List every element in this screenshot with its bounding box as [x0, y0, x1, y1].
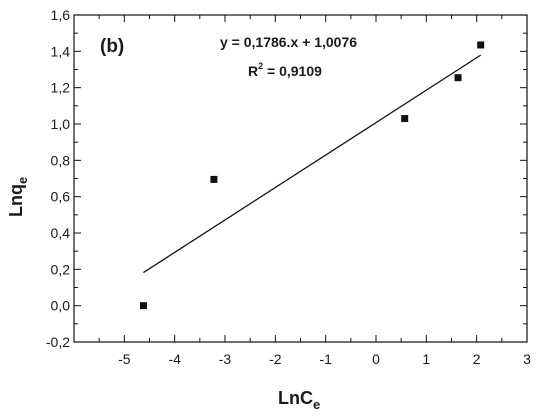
- y-tick-label: 0,6: [51, 189, 71, 205]
- data-point: [454, 74, 462, 82]
- y-axis-title: Lnqe: [6, 177, 30, 217]
- x-tick-label: -2: [269, 351, 282, 367]
- x-axis-title: LnCe: [278, 388, 320, 412]
- y-tick-label: 1,6: [51, 7, 71, 23]
- r-squared-value: = 0,9109: [263, 63, 322, 79]
- y-tick-label: 0,8: [51, 152, 71, 168]
- fit-equation: y = 0,1786.x + 1,0076: [220, 34, 357, 50]
- x-axis-title-main: LnC: [278, 388, 313, 408]
- data-point: [477, 41, 485, 49]
- x-tick-label: -1: [319, 351, 332, 367]
- x-tick-label: 0: [372, 351, 380, 367]
- r-squared-prefix: R: [248, 63, 258, 79]
- y-tick-label: -0,2: [46, 334, 70, 350]
- panel-label: (b): [100, 36, 124, 57]
- y-tick-label: 0,2: [51, 261, 71, 277]
- fit-line: [143, 54, 482, 274]
- x-tick-label: -4: [168, 351, 181, 367]
- y-tick-label: 1,0: [51, 116, 71, 132]
- data-point: [401, 115, 409, 123]
- y-tick-label: 0,0: [51, 298, 71, 314]
- y-axis-title-main: Lnq: [6, 184, 26, 217]
- x-tick-label: -3: [219, 351, 232, 367]
- data-point: [139, 302, 147, 310]
- x-tick-label: 1: [422, 351, 430, 367]
- data-points: [139, 41, 485, 310]
- y-tick-labels: -0,2 0,0 0,2 0,4 0,6 0,8 1,0 1,2 1,4 1,6: [46, 7, 70, 350]
- y-axis-title-subscript: e: [15, 177, 30, 184]
- ticks: [74, 14, 528, 343]
- r-squared: R2 = 0,9109: [248, 61, 322, 79]
- fit-line-group: [143, 54, 482, 274]
- x-tick-label: 3: [523, 351, 531, 367]
- x-tick-label: -5: [118, 351, 131, 367]
- y-tick-label: 0,4: [51, 225, 71, 241]
- data-point: [210, 175, 218, 183]
- y-tick-label: 1,4: [51, 43, 71, 59]
- x-tick-labels: -5 -4 -3 -2 -1 0 1 2 3: [118, 351, 531, 367]
- r-squared-superscript: 2: [258, 61, 263, 71]
- x-tick-label: 2: [473, 351, 481, 367]
- y-tick-label: 1,2: [51, 80, 71, 96]
- x-axis-title-subscript: e: [313, 397, 320, 412]
